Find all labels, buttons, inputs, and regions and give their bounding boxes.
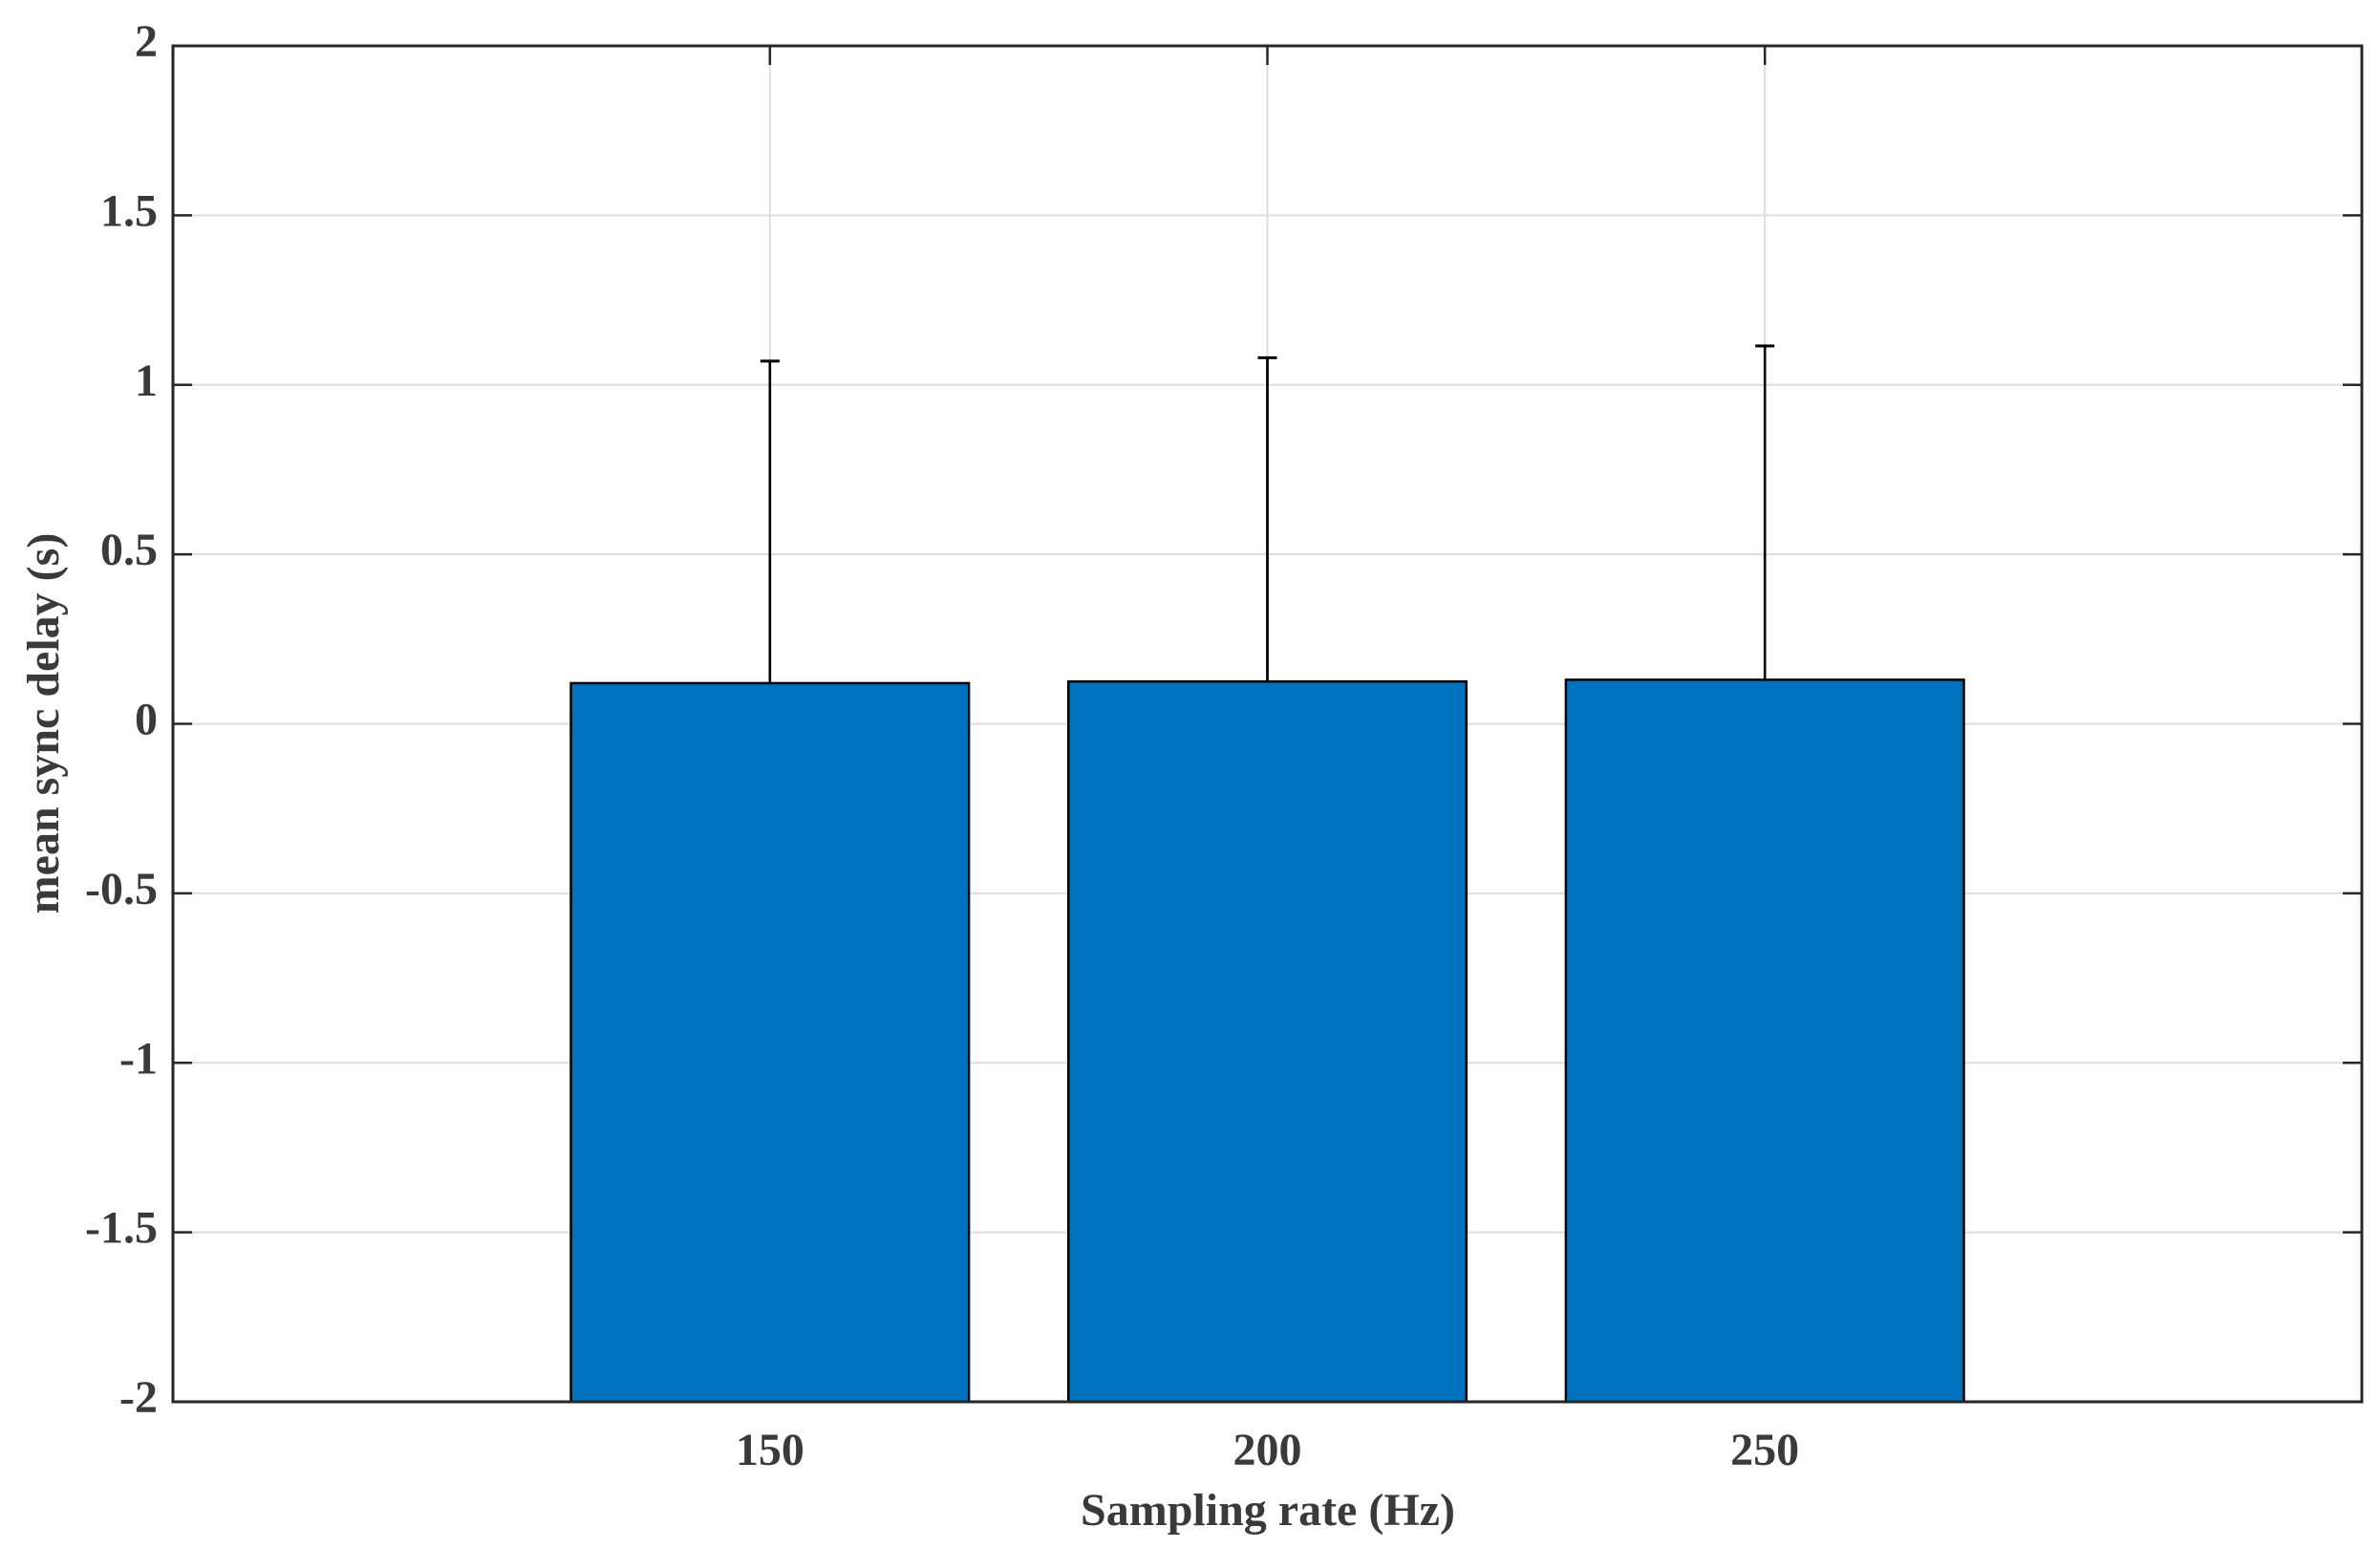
y-tick-label: 1 <box>135 355 158 406</box>
y-tick-label: 0 <box>135 695 158 745</box>
y-tick-label: 0.5 <box>100 525 158 575</box>
bar <box>1564 678 1965 1404</box>
y-axis-label: mean sync delay (s) <box>18 533 69 914</box>
x-tick-label: 200 <box>1233 1425 1302 1475</box>
x-axis-label: Sampling rate (Hz) <box>1081 1485 1455 1536</box>
y-tick-label: -1 <box>119 1033 158 1084</box>
x-tick-label: 150 <box>736 1425 804 1475</box>
x-tick-label: 250 <box>1730 1425 1799 1475</box>
plot-frame <box>171 44 2364 1404</box>
y-tick-label: -1.5 <box>85 1203 158 1254</box>
bar <box>1066 679 1469 1404</box>
y-tick-label: 2 <box>135 16 158 67</box>
y-tick-label: -2 <box>119 1372 158 1423</box>
y-tick-label: 1.5 <box>100 185 158 236</box>
y-tick-label: -0.5 <box>85 864 158 914</box>
bar <box>569 681 971 1404</box>
